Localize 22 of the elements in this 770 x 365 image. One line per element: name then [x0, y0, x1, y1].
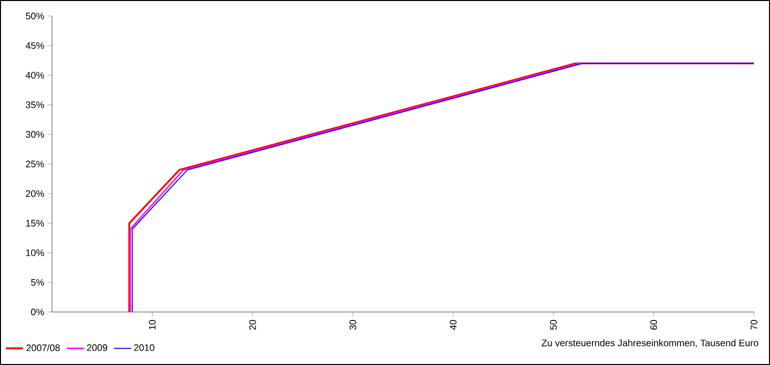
legend-label: 2007/08	[26, 344, 60, 352]
y-tick-label: 35%	[26, 101, 44, 108]
y-tick-label: 25%	[26, 160, 44, 168]
y-tick-label: 50%	[26, 12, 44, 20]
legend-label: 2010	[134, 344, 154, 352]
x-tick-label: 50	[550, 320, 557, 330]
y-tick-label: 15%	[26, 220, 44, 227]
x-tick-label: 40	[450, 320, 456, 330]
x-tick-label: 30	[350, 320, 356, 330]
y-tick-label: 30%	[26, 131, 44, 138]
y-tick-label: 20%	[26, 190, 44, 197]
legend-label: 2009	[87, 344, 108, 352]
x-axis-title: Zu versteuerndes Jahreseinkommen, Tausend Euro	[542, 339, 758, 348]
x-tick-label: 70	[750, 320, 758, 330]
x-tick-label: 20	[249, 320, 256, 330]
x-tick-label: 60	[650, 320, 658, 330]
y-tick-label: 45%	[26, 42, 44, 49]
x-tick-label: 10	[148, 320, 156, 330]
y-tick-label: 0%	[31, 308, 44, 316]
y-tick-label: 10%	[26, 249, 44, 256]
y-tick-label: 40%	[26, 72, 44, 79]
y-tick-label: 5%	[31, 279, 44, 286]
